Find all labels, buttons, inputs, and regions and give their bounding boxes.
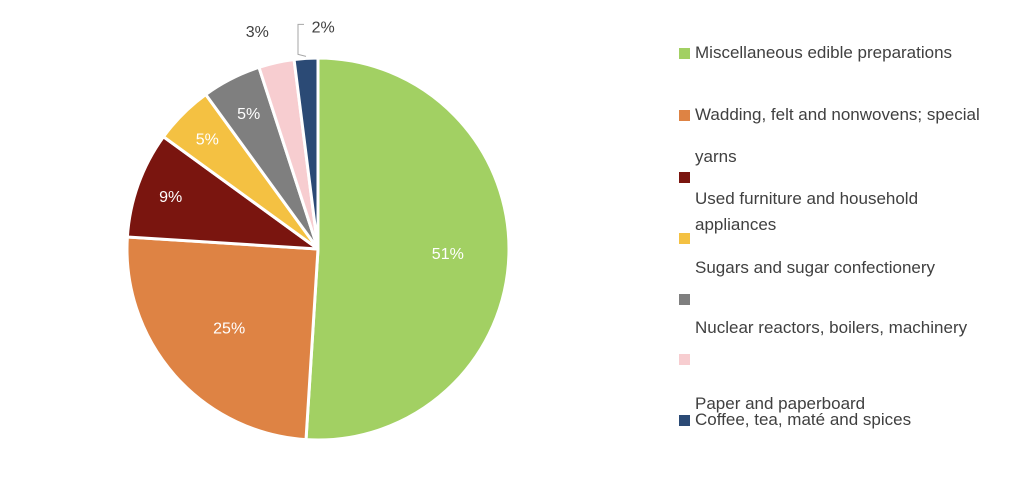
legend-label: Nuclear reactors, boilers, machinery bbox=[695, 318, 968, 337]
legend-label: Wadding, felt and nonwovens; special bbox=[695, 105, 980, 124]
legend-label: Coffee, tea, maté and spices bbox=[695, 410, 912, 429]
legend-label: Sugars and sugar confectionery bbox=[695, 258, 936, 277]
legend-swatch bbox=[679, 354, 690, 365]
data-label: 5% bbox=[196, 131, 219, 148]
legend-label: Used furniture and household bbox=[695, 189, 919, 208]
legend-swatch bbox=[679, 48, 690, 59]
legend-swatch bbox=[679, 415, 690, 426]
pie-slice bbox=[292, 56, 320, 251]
pie-slice bbox=[304, 56, 511, 442]
pie-slices bbox=[125, 56, 511, 442]
legend-label: appliances bbox=[695, 215, 777, 234]
legend-label: yarns bbox=[695, 147, 737, 166]
pie-slice bbox=[125, 235, 320, 442]
data-label: 2% bbox=[312, 19, 335, 36]
data-label: 5% bbox=[237, 106, 260, 123]
pie-slice bbox=[125, 135, 320, 251]
leader-line bbox=[297, 23, 307, 57]
legend-label: Miscellaneous edible preparations bbox=[695, 43, 953, 62]
data-label: 25% bbox=[213, 320, 245, 337]
data-label: 3% bbox=[246, 24, 269, 41]
data-label: 51% bbox=[432, 246, 464, 263]
legend-swatch bbox=[679, 172, 690, 183]
legend-swatch bbox=[679, 294, 690, 305]
pie-data-labels: 51% 25% 9% 5% 5% 3% 2% bbox=[159, 19, 464, 337]
data-label: 9% bbox=[159, 189, 182, 206]
legend-swatch bbox=[679, 233, 690, 244]
legend-swatch bbox=[679, 110, 690, 121]
legend-label: Paper and paperboard bbox=[695, 394, 866, 413]
